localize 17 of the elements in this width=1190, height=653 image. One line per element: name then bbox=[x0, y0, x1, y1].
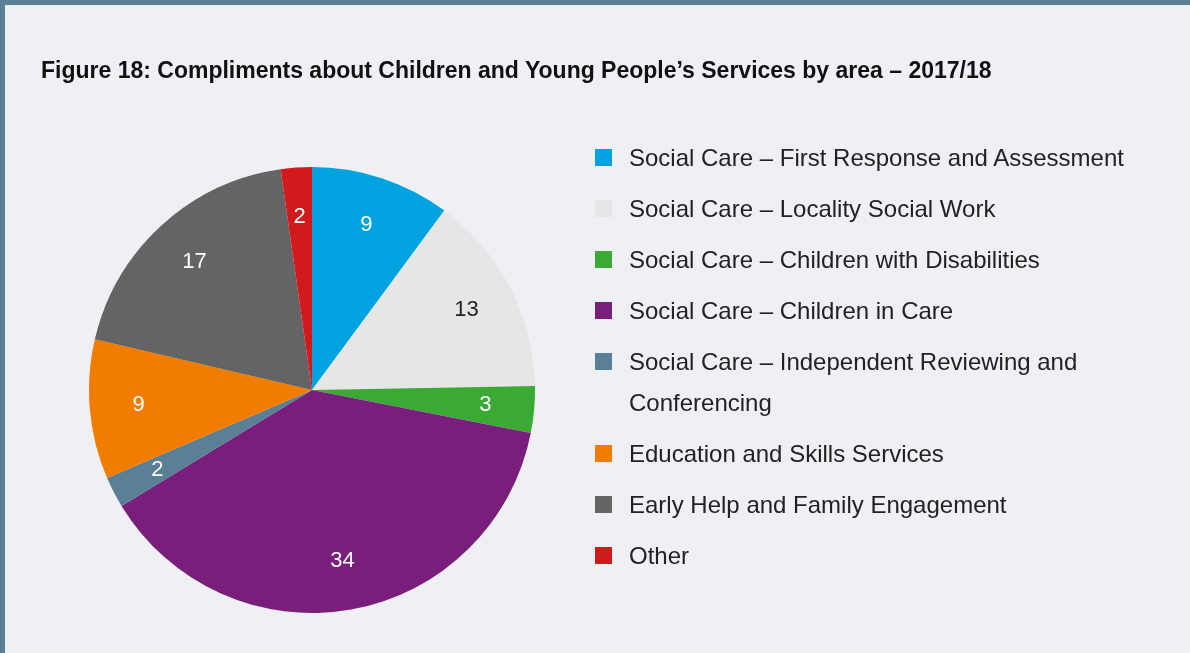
legend-label: Social Care – Children with Disabilities bbox=[629, 245, 1040, 275]
data-label: 2 bbox=[293, 202, 306, 228]
data-label: 9 bbox=[132, 391, 145, 417]
data-label: 2 bbox=[151, 455, 164, 481]
data-label: 34 bbox=[330, 547, 355, 573]
legend-label: Education and Skills Services bbox=[629, 439, 944, 469]
data-label: 13 bbox=[454, 296, 479, 322]
legend-label: Social Care – Children in Care bbox=[629, 296, 954, 326]
legend-label: Social Care – Locality Social Work bbox=[629, 194, 996, 224]
chart-title: Figure 18: Compliments about Children and Young People’s Services by area – 2017/18 bbox=[41, 57, 992, 84]
legend-label: Other bbox=[629, 541, 690, 571]
legend-label: Social Care – First Response and Assessment bbox=[629, 143, 1124, 173]
data-label: 9 bbox=[360, 210, 373, 236]
legend-label: Early Help and Family Engagement bbox=[629, 490, 1007, 520]
data-label: 17 bbox=[182, 247, 207, 273]
legend-label: Social Care – Independent Reviewing and Conferencing bbox=[629, 347, 1079, 418]
data-label: 3 bbox=[479, 391, 492, 417]
